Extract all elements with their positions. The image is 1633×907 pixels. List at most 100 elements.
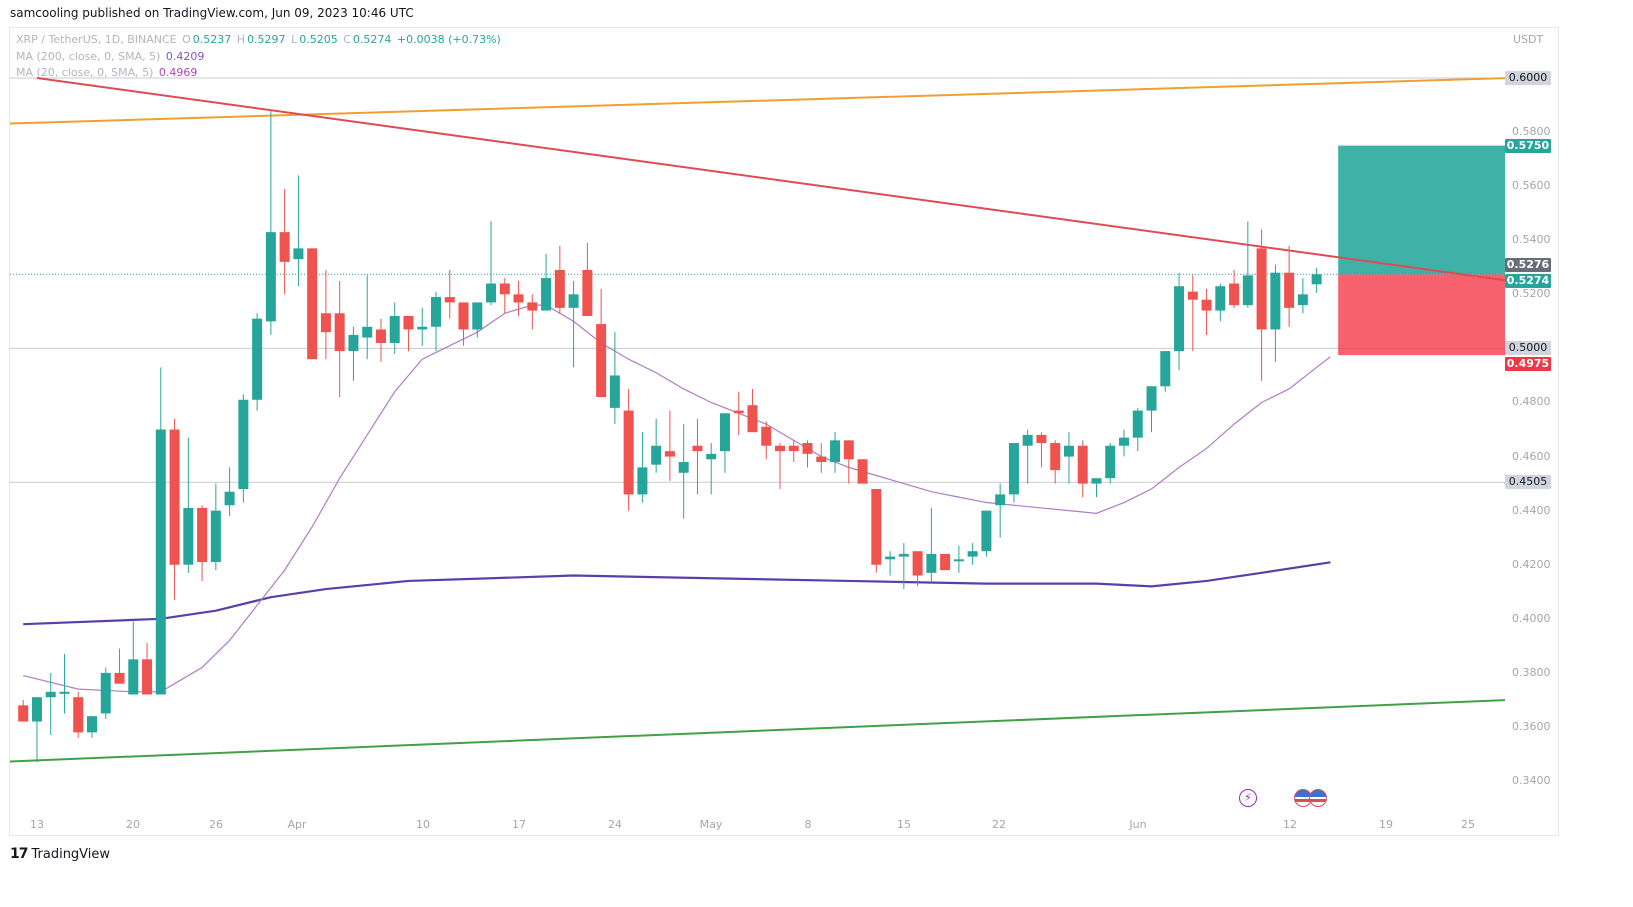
long-position-target-zone <box>1338 145 1505 275</box>
candle-body <box>651 445 662 465</box>
time-tick: 19 <box>1379 818 1393 831</box>
us-flag-event-icon[interactable] <box>1309 789 1327 807</box>
candle-body <box>100 672 111 714</box>
candle-body <box>155 429 166 695</box>
candle-body <box>375 329 386 343</box>
time-tick: 13 <box>30 818 44 831</box>
ma20-line <box>23 304 1331 693</box>
time-tick: 22 <box>992 818 1006 831</box>
price-tick: 0.5800 <box>1512 125 1551 139</box>
tradingview-logo[interactable]: 17 TradingView <box>10 846 111 862</box>
time-tick: 26 <box>209 818 223 831</box>
candle-body <box>1297 294 1308 306</box>
price-tick: 0.4000 <box>1512 611 1551 625</box>
candle-body <box>857 459 868 484</box>
time-tick: May <box>699 818 723 831</box>
candle-body <box>568 294 579 308</box>
candle-body <box>142 659 153 695</box>
price-tick: 0.5400 <box>1512 233 1551 247</box>
time-tick: 15 <box>897 818 911 831</box>
candle-body <box>761 426 772 446</box>
candle-body <box>334 313 345 352</box>
candle-body <box>1242 275 1253 306</box>
upper-channel-trendline <box>10 77 1505 125</box>
candle-body <box>706 453 717 460</box>
ma200-line <box>23 561 1331 626</box>
time-tick: 8 <box>804 818 812 831</box>
legend-symbol-row: XRP / TetherUS, 1D, BINANCE O 0.5237 H 0.5… <box>16 33 501 46</box>
currency-label: USDT <box>1513 33 1544 46</box>
symbol-name[interactable]: XRP / TetherUS, 1D, BINANCE <box>16 33 177 46</box>
candle-body <box>1146 386 1157 411</box>
time-tick: 25 <box>1461 818 1475 831</box>
candle-body <box>1022 434 1033 446</box>
candle-body <box>472 302 483 330</box>
candle-body <box>293 248 304 260</box>
time-tick: Jun <box>1129 818 1147 831</box>
candle-body <box>31 697 42 722</box>
price-tag-hline: 0.5000 <box>1505 341 1551 356</box>
price-tick: 0.3800 <box>1512 665 1551 679</box>
candle-body <box>252 318 263 400</box>
candle-body <box>582 269 593 316</box>
price-tick: 0.4200 <box>1512 557 1551 571</box>
candle-body <box>885 556 896 560</box>
candle-body <box>995 494 1006 506</box>
candle-body <box>114 672 125 684</box>
candle-body <box>1063 445 1074 457</box>
candle-body <box>926 553 937 573</box>
candle-body <box>1256 248 1267 330</box>
price-tag-last: 0.5274 <box>1505 274 1551 289</box>
price-tick: 0.5600 <box>1512 179 1551 193</box>
candle-body <box>554 269 565 308</box>
candle-body <box>73 697 84 733</box>
candle-body <box>967 551 978 557</box>
candle-body <box>279 232 290 262</box>
candle-body <box>747 405 758 433</box>
time-tick: Apr <box>287 818 307 831</box>
price-tick: 0.4400 <box>1512 503 1551 517</box>
candle-body <box>128 659 139 695</box>
candle-body <box>733 410 744 414</box>
candle-body <box>981 510 992 552</box>
candle-body <box>816 456 827 462</box>
candle-body <box>348 334 359 352</box>
candle-body <box>1201 299 1212 311</box>
candle-body <box>609 375 620 408</box>
descending-resistance-trendline <box>36 77 1505 282</box>
price-tick: 0.4600 <box>1512 449 1551 463</box>
candle-body <box>1215 286 1226 311</box>
candle-body <box>1174 286 1185 352</box>
candle-body <box>1105 445 1116 479</box>
chart-frame[interactable] <box>9 27 1559 836</box>
time-tick: 20 <box>126 818 140 831</box>
candle-body <box>210 510 221 563</box>
price-tick: 0.3400 <box>1512 774 1551 788</box>
candle-body <box>1187 291 1198 300</box>
legend-ma200-row[interactable]: MA (200, close, 0, SMA, 5) 0.4209 <box>16 49 205 63</box>
candle-body <box>403 315 414 330</box>
candle-body <box>1050 443 1061 471</box>
chart-legend: XRP / TetherUS, 1D, BINANCE O 0.5237 H 0.5… <box>16 32 503 82</box>
candle-body <box>513 294 524 303</box>
candle-body <box>843 440 854 460</box>
time-tick: 17 <box>512 818 526 831</box>
price-tag-hline: 0.6000 <box>1505 71 1551 85</box>
candle-body <box>912 551 923 576</box>
candle-body <box>541 278 552 311</box>
candle-body <box>362 326 373 338</box>
candle-body <box>458 302 469 330</box>
price-tag-target: 0.5750 <box>1505 138 1551 153</box>
candle-body <box>678 461 689 473</box>
candle-body <box>417 326 428 330</box>
tradingview-logo-icon: 17 <box>10 846 29 862</box>
candle-body <box>596 324 607 398</box>
candle-body <box>898 553 909 557</box>
lightning-event-icon[interactable]: ⚡ <box>1239 789 1257 807</box>
candle-body <box>719 413 730 452</box>
legend-ma20-row[interactable]: MA (20, close, 0, SMA, 5) 0.4969 <box>16 66 198 79</box>
candle-body <box>802 443 813 454</box>
candle-body <box>59 691 70 694</box>
candle-body <box>389 315 400 343</box>
